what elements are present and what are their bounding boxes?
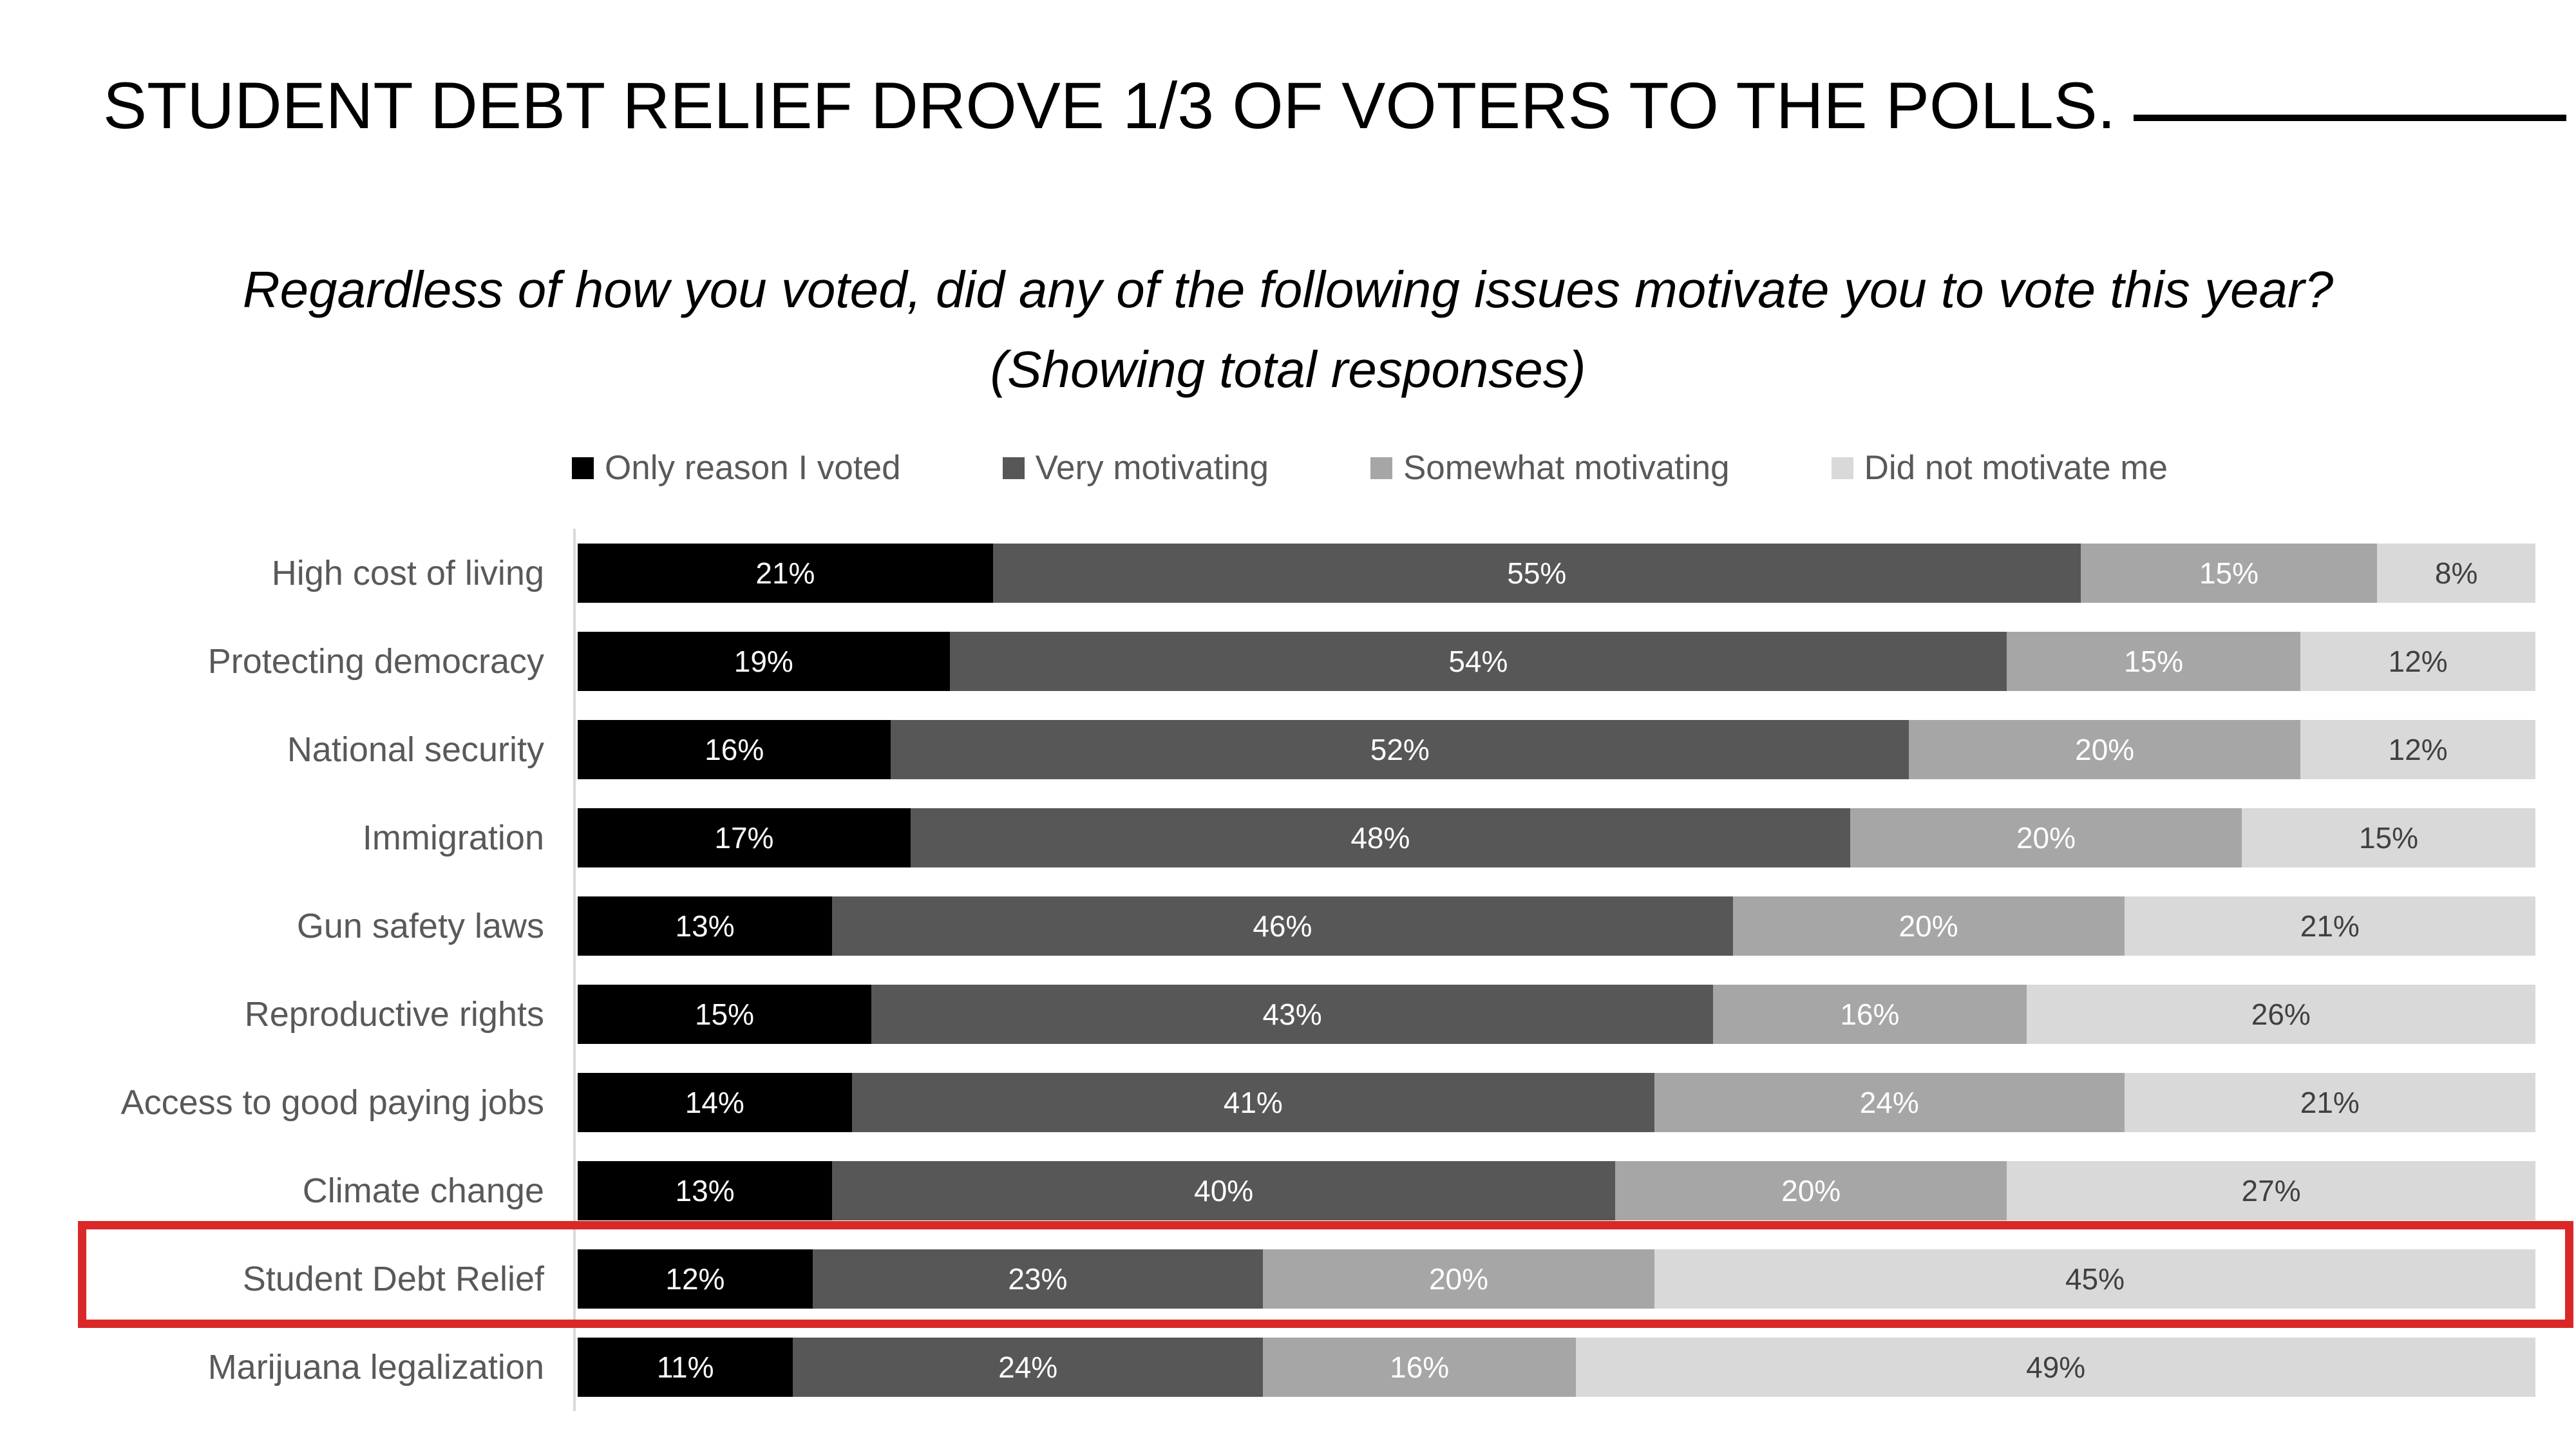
legend-item: Only reason I voted bbox=[572, 448, 901, 488]
chart-row: Gun safety laws 13% 46% 20% 21% bbox=[0, 882, 2576, 970]
legend-label: Did not motivate me bbox=[1864, 449, 2168, 487]
bar-segment: 40% bbox=[832, 1160, 1616, 1220]
bar-track: 17% 48% 20% 15% bbox=[578, 808, 2535, 867]
bar-segment: 41% bbox=[851, 1072, 1654, 1132]
category-label: Protecting democracy bbox=[207, 641, 544, 681]
chart-row: Reproductive rights 15% 43% 16% 26% bbox=[0, 970, 2576, 1058]
bar-segment: 13% bbox=[578, 1160, 833, 1220]
bar-segment: 15% bbox=[2007, 631, 2301, 691]
category-label: Immigration bbox=[362, 818, 544, 857]
y-axis-line bbox=[573, 529, 576, 1411]
bar-track: 13% 46% 20% 21% bbox=[578, 896, 2535, 956]
bar-segment: 20% bbox=[1615, 1160, 2007, 1220]
bar-track: 14% 41% 24% 21% bbox=[578, 1072, 2535, 1132]
bar-segment: 19% bbox=[578, 631, 950, 691]
bar-segment: 16% bbox=[1262, 1337, 1577, 1397]
bar-segment: 16% bbox=[1713, 984, 2027, 1044]
bar-track: 11% 24% 16% 49% bbox=[578, 1337, 2535, 1397]
bar-segment: 21% bbox=[2124, 896, 2535, 956]
category-label: High cost of living bbox=[271, 553, 544, 592]
bar-track: 19% 54% 15% 12% bbox=[578, 631, 2535, 691]
bar-segment: 8% bbox=[2377, 543, 2535, 603]
chart-row: Access to good paying jobs 14% 41% 24% 21% bbox=[0, 1058, 2576, 1146]
bar-track: 16% 52% 20% 12% bbox=[578, 719, 2535, 779]
chart-row: Student Debt Relief 12% 23% 20% 45% bbox=[0, 1235, 2576, 1323]
bar-segment: 24% bbox=[1654, 1072, 2125, 1132]
bar-segment: 20% bbox=[1262, 1249, 1654, 1309]
legend-marker-icon bbox=[1370, 457, 1392, 479]
subtitle: Regardless of how you voted, did any of … bbox=[0, 250, 2576, 410]
bar-segment: 11% bbox=[578, 1337, 793, 1397]
legend-item: Somewhat motivating bbox=[1370, 448, 1730, 488]
bar-track: 13% 40% 20% 27% bbox=[578, 1160, 2535, 1220]
legend-marker-icon bbox=[572, 457, 594, 479]
legend-marker-icon bbox=[1831, 457, 1853, 479]
bar-segment: 15% bbox=[2241, 808, 2535, 867]
chart-legend: Only reason I voted Very motivating Somewh… bbox=[572, 448, 2576, 488]
category-label: Student Debt Relief bbox=[242, 1259, 544, 1298]
bar-track: 15% 43% 16% 26% bbox=[578, 984, 2535, 1044]
bar-segment: 21% bbox=[578, 543, 993, 603]
bar-segment: 46% bbox=[832, 896, 1733, 956]
bar-segment: 27% bbox=[2007, 1160, 2535, 1220]
chart-row: National security 16% 52% 20% 12% bbox=[0, 705, 2576, 793]
bar-segment: 15% bbox=[578, 984, 871, 1044]
stacked-bar-chart: High cost of living 21% 55% 15% 8% Protecting… bbox=[0, 529, 2576, 1411]
legend-item: Did not motivate me bbox=[1831, 448, 2168, 488]
subtitle-note: (Showing total responses) bbox=[990, 341, 1586, 398]
bar-segment: 23% bbox=[812, 1249, 1263, 1309]
bar-segment: 45% bbox=[1654, 1249, 2535, 1309]
header: STUDENT DEBT RELIEF DROVE 1/3 OF VOTERS … bbox=[103, 70, 2566, 142]
bar-segment: 43% bbox=[871, 984, 1714, 1044]
category-label: Gun safety laws bbox=[296, 906, 544, 945]
subtitle-question: Regardless of how you voted, did any of … bbox=[242, 261, 2334, 318]
title-rule bbox=[2134, 115, 2566, 122]
chart-row: Protecting democracy 19% 54% 15% 12% bbox=[0, 617, 2576, 705]
legend-label: Very motivating bbox=[1035, 449, 1269, 487]
bar-segment: 16% bbox=[578, 719, 891, 779]
bar-segment: 52% bbox=[891, 719, 1909, 779]
bar-segment: 21% bbox=[2124, 1072, 2535, 1132]
category-label: Reproductive rights bbox=[244, 994, 544, 1034]
category-label: Climate change bbox=[302, 1171, 544, 1210]
chart-row: Climate change 13% 40% 20% 27% bbox=[0, 1146, 2576, 1235]
legend-item: Very motivating bbox=[1002, 448, 1269, 488]
bar-segment: 12% bbox=[2300, 631, 2535, 691]
page-title: STUDENT DEBT RELIEF DROVE 1/3 OF VOTERS … bbox=[103, 69, 2116, 142]
bar-segment: 55% bbox=[992, 543, 2081, 603]
chart-row: Immigration 17% 48% 20% 15% bbox=[0, 793, 2576, 882]
bar-segment: 15% bbox=[2080, 543, 2378, 603]
chart-row: High cost of living 21% 55% 15% 8% bbox=[0, 529, 2576, 617]
bar-track: 12% 23% 20% 45% bbox=[578, 1249, 2535, 1309]
bar-segment: 20% bbox=[1909, 719, 2301, 779]
bar-segment: 17% bbox=[578, 808, 911, 867]
bar-segment: 13% bbox=[578, 896, 833, 956]
category-label: Access to good paying jobs bbox=[120, 1083, 544, 1122]
category-label: National security bbox=[287, 730, 544, 769]
bar-segment: 14% bbox=[578, 1072, 852, 1132]
bar-segment: 26% bbox=[2026, 984, 2535, 1044]
legend-marker-icon bbox=[1002, 457, 1025, 479]
bar-track: 21% 55% 15% 8% bbox=[578, 543, 2535, 603]
bar-segment: 24% bbox=[793, 1337, 1263, 1397]
chart-row: Marijuana legalization 11% 24% 16% 49% bbox=[0, 1323, 2576, 1411]
bar-segment: 49% bbox=[1576, 1337, 2535, 1397]
bar-segment: 20% bbox=[1732, 896, 2125, 956]
bar-segment: 12% bbox=[2300, 719, 2535, 779]
legend-label: Only reason I voted bbox=[605, 449, 901, 487]
bar-segment: 20% bbox=[1850, 808, 2242, 867]
legend-label: Somewhat motivating bbox=[1403, 449, 1730, 487]
bar-segment: 12% bbox=[578, 1249, 813, 1309]
chart-rows: High cost of living 21% 55% 15% 8% Protecting… bbox=[0, 529, 2576, 1411]
bar-segment: 48% bbox=[910, 808, 1850, 867]
bar-segment: 54% bbox=[949, 631, 2007, 691]
category-label: Marijuana legalization bbox=[207, 1347, 544, 1387]
